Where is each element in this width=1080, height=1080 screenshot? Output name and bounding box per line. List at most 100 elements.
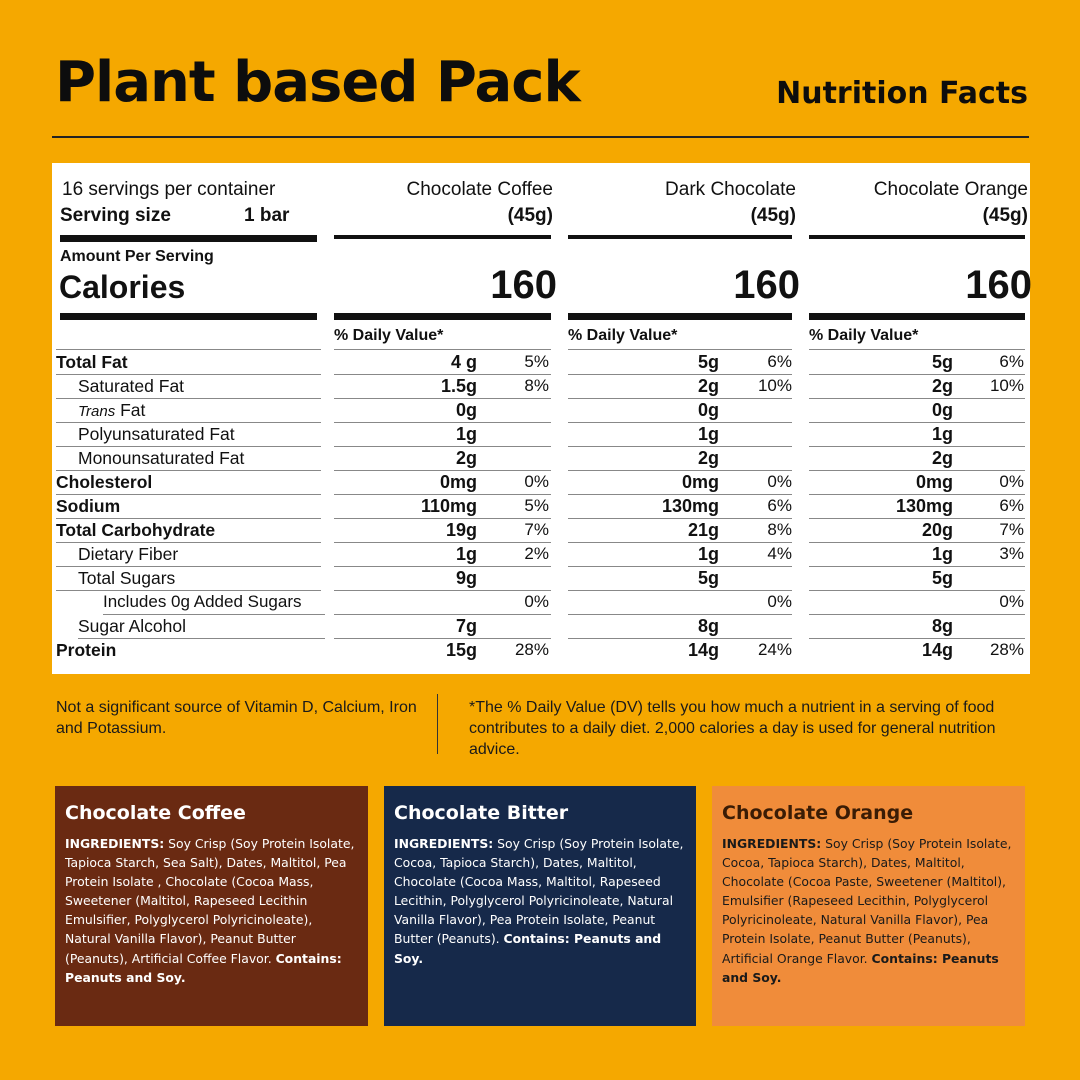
row-divider (334, 638, 551, 639)
daily-value-percent: 8% (767, 520, 792, 539)
nutrient-label: Sodium (56, 496, 121, 516)
row-divider (56, 446, 321, 447)
nutrient-amount: 2g (931, 376, 953, 396)
nutrient-amount: 15g (445, 640, 477, 660)
row-divider (809, 374, 1025, 375)
row-divider (568, 638, 792, 639)
row-divider (334, 566, 551, 567)
daily-value-percent: 5% (524, 352, 549, 371)
row-divider (56, 518, 321, 519)
daily-value-percent: 0% (767, 472, 792, 491)
nutrient-amount: 0mg (681, 472, 719, 492)
row-divider (809, 398, 1025, 399)
row-divider (809, 470, 1025, 471)
daily-value-percent: 7% (524, 520, 549, 539)
divider-thick (334, 313, 551, 320)
row-divider (334, 542, 551, 543)
nutrient-label: Total Sugars (78, 568, 176, 588)
row-divider (334, 518, 551, 519)
divider-thick (568, 235, 792, 239)
row-divider (56, 590, 321, 591)
daily-value-percent: 28% (989, 640, 1024, 659)
product-weight: (45g) (750, 205, 796, 226)
nutrition-facts-heading: Nutrition Facts (776, 76, 1028, 111)
ingredients-label: INGREDIENTS: (394, 836, 494, 851)
daily-value-percent: 6% (999, 352, 1024, 371)
row-divider (334, 374, 551, 375)
nutrient-amount: 1g (931, 544, 953, 564)
daily-value-percent: 2% (524, 544, 549, 563)
divider-thick (334, 235, 551, 239)
divider-thick (60, 235, 317, 242)
ingredients-card-chocolate-orange: Chocolate Orange INGREDIENTS: Soy Crisp … (712, 786, 1025, 1026)
nutrient-amount: 1g (455, 544, 477, 564)
row-divider (568, 518, 792, 519)
nutrient-label: Monounsaturated Fat (78, 448, 245, 468)
header-divider (52, 136, 1029, 138)
daily-value-header: % Daily Value* (334, 327, 444, 344)
daily-value-percent: 0% (999, 472, 1024, 491)
daily-value-percent: 8% (524, 376, 549, 395)
nutrient-amount: 2g (697, 448, 719, 468)
row-divider (334, 446, 551, 447)
nutrient-amount: 0g (931, 400, 953, 420)
trans-label: Trans (78, 403, 116, 420)
daily-value-percent: 24% (757, 640, 792, 659)
nutrient-amount: 0g (697, 400, 719, 420)
row-divider (78, 638, 325, 639)
allergen-statement: Contains: Peanuts and Soy. (394, 931, 662, 966)
serving-size-value: 1 bar (244, 205, 290, 226)
product-name: Dark Chocolate (665, 179, 796, 200)
row-divider (809, 590, 1025, 591)
nutrient-amount: 8g (697, 616, 719, 636)
row-divider (568, 349, 792, 350)
nutrient-amount: 1g (455, 424, 477, 444)
row-divider (334, 422, 551, 423)
nutrient-amount: 130mg (895, 496, 953, 516)
nutrient-amount: 0mg (439, 472, 477, 492)
nutrient-label: Total Carbohydrate (56, 520, 216, 540)
row-divider (809, 349, 1025, 350)
divider-thick (568, 313, 792, 320)
daily-value-percent: 4% (767, 544, 792, 563)
row-divider (334, 398, 551, 399)
row-divider (568, 494, 792, 495)
row-divider (103, 614, 325, 615)
row-divider (809, 446, 1025, 447)
divider-thick (809, 235, 1025, 239)
nutrient-label: Trans Fat (78, 399, 145, 423)
nutrient-amount: 1g (697, 544, 719, 564)
row-divider (56, 349, 321, 350)
servings-per-container: 16 servings per container (62, 179, 276, 200)
product-weight: (45g) (982, 205, 1028, 226)
calories-value: 160 (733, 263, 800, 307)
nutrient-amount: 2g (455, 448, 477, 468)
ingredients-body: Soy Crisp (Soy Protein Isolate, Cocoa, T… (394, 836, 684, 947)
ingredients-text: INGREDIENTS: Soy Crisp (Soy Protein Isol… (722, 834, 1015, 987)
row-divider (568, 374, 792, 375)
row-divider (56, 566, 321, 567)
row-divider (568, 446, 792, 447)
daily-value-percent: 6% (999, 496, 1024, 515)
ingredients-body: Soy Crisp (Soy Protein Isolate, Cocoa, T… (722, 836, 1012, 966)
ingredients-body: Soy Crisp (Soy Protein Isolate, Tapioca … (65, 836, 355, 966)
nutrient-amount: 14g (921, 640, 953, 660)
row-divider (568, 542, 792, 543)
row-divider (56, 494, 321, 495)
nutrient-label: Includes 0g Added Sugars (103, 592, 302, 611)
daily-value-header: % Daily Value* (809, 327, 919, 344)
nutrient-amount: 9g (455, 568, 477, 588)
ingredients-text: INGREDIENTS: Soy Crisp (Soy Protein Isol… (394, 834, 686, 968)
nutrient-amount: 1g (697, 424, 719, 444)
ingredients-card-chocolate-coffee: Chocolate Coffee INGREDIENTS: Soy Crisp … (55, 786, 368, 1026)
daily-value-percent: 7% (999, 520, 1024, 539)
row-divider (809, 518, 1025, 519)
fat-label: Fat (115, 400, 146, 420)
daily-value-percent: 6% (767, 352, 792, 371)
nutrient-amount: 21g (687, 520, 719, 540)
daily-value-percent: 0% (999, 592, 1024, 611)
divider-thick (809, 313, 1025, 320)
nutrient-amount: 0mg (915, 472, 953, 492)
row-divider (568, 614, 792, 615)
row-divider (334, 614, 551, 615)
